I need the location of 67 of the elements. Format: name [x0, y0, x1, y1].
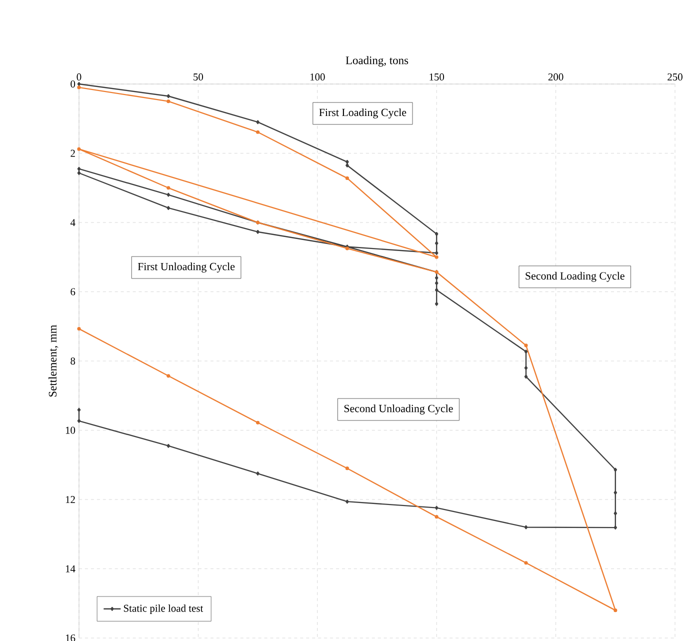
annotation: Second Loading Cycle [526, 272, 624, 282]
x-tick-label: 0 [76, 73, 82, 80]
point [77, 327, 81, 331]
x-axis-title: Loading, tons [346, 56, 408, 67]
point [614, 468, 618, 472]
point [77, 171, 81, 175]
y-tick-label: 8 [70, 357, 76, 365]
y-tick-label: 6 [70, 288, 76, 296]
point [346, 163, 349, 168]
point [166, 374, 170, 378]
x-tick-label: 100 [310, 73, 325, 80]
point [346, 500, 349, 504]
y-tick-label: 14 [66, 565, 76, 572]
point [434, 276, 438, 280]
x-tick-label: 50 [194, 73, 204, 80]
point [77, 418, 81, 423]
point [434, 515, 438, 519]
point [77, 147, 81, 151]
point [524, 374, 528, 379]
x-tick-label: 200 [548, 73, 564, 80]
point [434, 281, 438, 286]
point [77, 86, 81, 90]
annotation: Second Unloading Cycle [344, 404, 453, 414]
y-tick-label: 0 [70, 80, 76, 88]
point [434, 250, 438, 255]
point [256, 420, 260, 424]
point [434, 232, 438, 236]
point [345, 466, 349, 470]
point [77, 408, 81, 412]
point [166, 100, 170, 104]
x-tick-label: 150 [430, 73, 444, 80]
y-tick-label: 2 [70, 150, 75, 157]
y-tick-label: 10 [66, 426, 76, 434]
point [434, 506, 438, 510]
point [77, 82, 81, 86]
point [524, 525, 528, 530]
point [434, 288, 438, 292]
point [434, 302, 438, 306]
point [345, 176, 349, 180]
point [166, 206, 170, 210]
point [614, 608, 618, 612]
point [524, 350, 528, 354]
point [256, 120, 260, 124]
point [166, 94, 170, 98]
y-tick-label: 12 [66, 496, 75, 503]
point [166, 186, 170, 190]
point [434, 241, 438, 246]
point [614, 526, 618, 530]
point [346, 160, 349, 164]
point [77, 166, 81, 171]
y-axis-title: Settlement, mm [48, 324, 58, 397]
point [166, 444, 170, 448]
point [614, 490, 618, 495]
point [614, 511, 618, 516]
annotation: First Unloading Cycle [138, 262, 235, 272]
annotation: First Loading Cycle [319, 108, 406, 118]
point [434, 255, 438, 259]
point [524, 561, 528, 565]
point [256, 130, 260, 134]
point [256, 230, 260, 234]
point [256, 472, 260, 476]
point [166, 192, 170, 197]
point [524, 366, 528, 370]
point [524, 344, 528, 348]
x-tick-label: 250 [668, 73, 682, 80]
legend-label: Static pile load test [124, 604, 204, 614]
y-tick-label: 4 [70, 219, 76, 226]
